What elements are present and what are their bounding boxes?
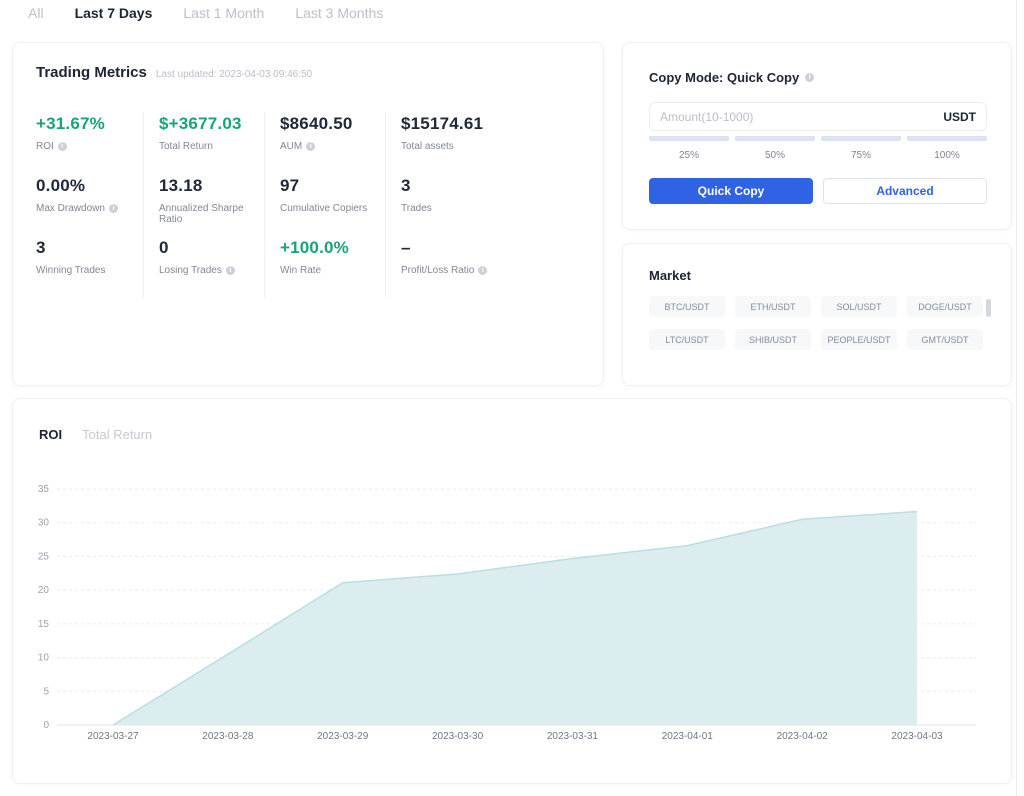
metric-win-rate: +100.0% Win Rate	[264, 236, 385, 298]
roi-area-chart: 0 5 10 15 20 25 30 35 2023-03-27 2023-03-28 2023-0…	[38, 484, 976, 742]
tab-all[interactable]: All	[28, 5, 44, 21]
metrics-grid: +31.67% ROI $+3677.03 Total Return $8640…	[36, 112, 585, 298]
metric-aum: $8640.50 AUM	[264, 112, 385, 174]
percent-option-25[interactable]: 25%	[649, 136, 729, 161]
metric-trades: 3 Trades	[385, 174, 585, 236]
pair-btc-usdt[interactable]: BTC/USDT	[649, 296, 725, 317]
market-card: Market BTC/USDT ETH/USDT SOL/USDT DOGE/U…	[622, 243, 1012, 386]
tab-last-1-month[interactable]: Last 1 Month	[183, 5, 265, 21]
svg-text:2023-04-01: 2023-04-01	[662, 731, 714, 742]
pair-sol-usdt[interactable]: SOL/USDT	[821, 296, 897, 317]
percent-option-75[interactable]: 75%	[821, 136, 901, 161]
svg-text:15: 15	[38, 619, 50, 630]
svg-text:25: 25	[38, 551, 50, 562]
advanced-button[interactable]: Advanced	[823, 178, 987, 204]
market-title: Market	[649, 268, 691, 283]
svg-text:2023-03-27: 2023-03-27	[87, 731, 139, 742]
percent-option-100[interactable]: 100%	[907, 136, 987, 161]
info-icon[interactable]	[805, 73, 815, 82]
last-updated-text: Last updated: 2023-04-03 09:46:50	[155, 69, 313, 80]
svg-text:2023-04-03: 2023-04-03	[891, 731, 943, 742]
svg-text:2023-03-29: 2023-03-29	[317, 731, 369, 742]
svg-text:2023-04-02: 2023-04-02	[777, 731, 829, 742]
svg-text:2023-03-30: 2023-03-30	[432, 731, 484, 742]
pair-doge-usdt[interactable]: DOGE/USDT	[907, 296, 983, 317]
currency-label: USDT	[943, 109, 976, 124]
svg-text:30: 30	[38, 518, 50, 529]
metric-losing-trades: 0 Losing Trades	[143, 236, 264, 298]
metric-total-return: $+3677.03 Total Return	[143, 112, 264, 174]
info-icon[interactable]	[478, 266, 488, 275]
copy-mode-card: Copy Mode: Quick Copy USDT 25% 50% 75% 1…	[622, 42, 1012, 230]
info-icon[interactable]	[57, 142, 67, 151]
page-scrollbar[interactable]	[1016, 0, 1017, 796]
percent-selector: 25% 50% 75% 100%	[649, 136, 987, 161]
metric-sharpe-ratio: 13.18 Annualized Sharpe Ratio	[143, 174, 264, 236]
svg-text:2023-03-31: 2023-03-31	[547, 731, 599, 742]
svg-text:5: 5	[43, 686, 49, 697]
chart-tab-roi[interactable]: ROI	[39, 427, 63, 442]
pair-eth-usdt[interactable]: ETH/USDT	[735, 296, 811, 317]
metric-cumulative-copiers: 97 Cumulative Copiers	[264, 174, 385, 236]
amount-input[interactable]	[660, 109, 944, 124]
quick-copy-button[interactable]: Quick Copy	[649, 178, 813, 204]
svg-text:20: 20	[38, 585, 50, 596]
period-tabs: All Last 7 Days Last 1 Month Last 3 Mont…	[28, 5, 383, 21]
svg-text:10: 10	[38, 653, 50, 664]
percent-option-50[interactable]: 50%	[735, 136, 815, 161]
info-icon[interactable]	[108, 204, 118, 213]
pair-people-usdt[interactable]: PEOPLE/USDT	[821, 329, 897, 350]
svg-text:2023-03-28: 2023-03-28	[202, 731, 254, 742]
roi-chart-card: ROI Total Return 0 5 10 15 20 25 30 35 2023-03-2…	[12, 398, 1012, 784]
chart-tabs: ROI Total Return	[39, 427, 152, 442]
svg-text:35: 35	[38, 484, 50, 495]
info-icon[interactable]	[225, 266, 235, 275]
pair-ltc-usdt[interactable]: LTC/USDT	[649, 329, 725, 350]
market-pair-list: BTC/USDT ETH/USDT SOL/USDT DOGE/USDT LTC…	[649, 296, 983, 350]
trading-metrics-title: Trading Metrics	[36, 64, 147, 81]
svg-text:0: 0	[43, 720, 49, 731]
trading-metrics-card: Trading Metrics Last updated: 2023-04-03…	[12, 42, 604, 386]
copy-mode-title: Copy Mode: Quick Copy	[649, 70, 800, 85]
metric-max-drawdown: 0.00% Max Drawdown	[36, 174, 143, 236]
info-icon[interactable]	[306, 142, 316, 151]
pair-gmt-usdt[interactable]: GMT/USDT	[907, 329, 983, 350]
tab-last-3-months[interactable]: Last 3 Months	[295, 5, 384, 21]
market-scrollbar-thumb[interactable]	[986, 299, 991, 317]
metric-roi: +31.67% ROI	[36, 112, 143, 174]
pair-shib-usdt[interactable]: SHIB/USDT	[735, 329, 811, 350]
amount-input-box: USDT	[649, 102, 987, 131]
chart-tab-total-return[interactable]: Total Return	[82, 427, 153, 442]
metric-winning-trades: 3 Winning Trades	[36, 238, 106, 276]
metric-profit-loss-ratio: – Profit/Loss Ratio	[385, 236, 585, 298]
tab-last-7-days[interactable]: Last 7 Days	[74, 5, 153, 21]
metric-total-assets: $15174.61 Total assets	[385, 112, 585, 174]
